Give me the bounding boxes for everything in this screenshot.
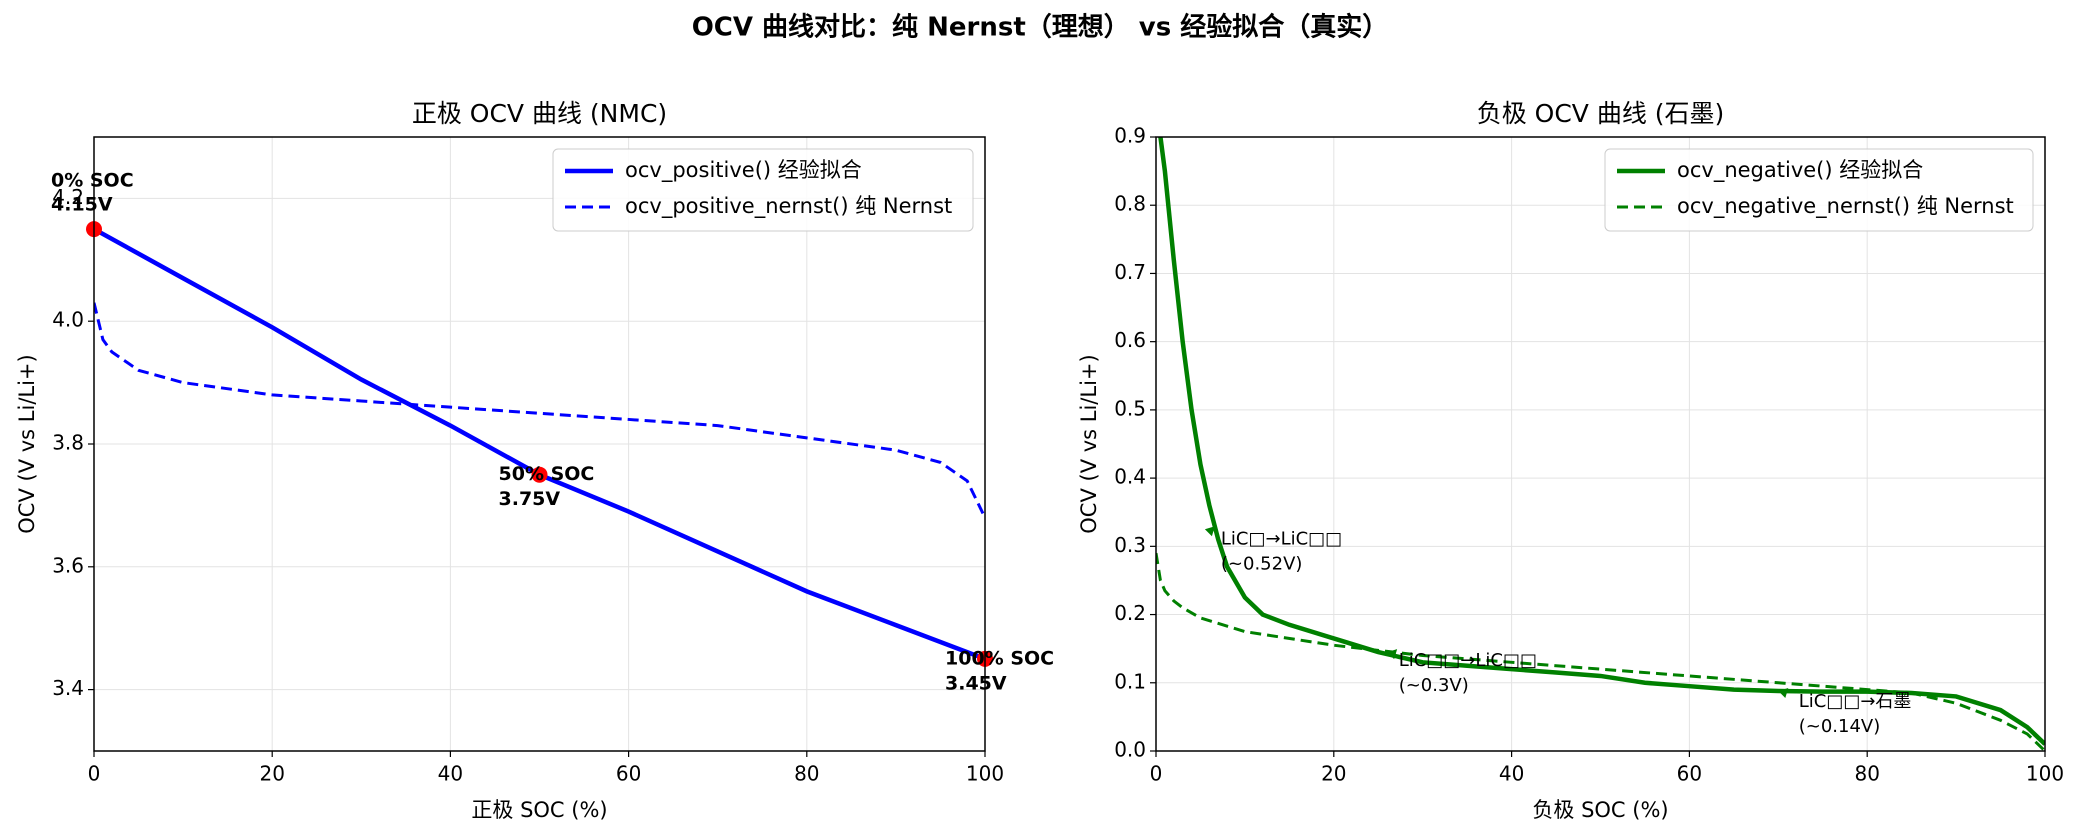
x-tick-label: 20 [1321, 762, 1346, 786]
y-tick-label: 0.6 [1114, 328, 1146, 352]
axes-title: 正极 OCV 曲线 (NMC) [412, 99, 667, 128]
y-tick-label: 0.0 [1114, 738, 1146, 762]
y-tick-label: 0.1 [1114, 669, 1146, 693]
annotation-arrow [1387, 649, 1398, 660]
figure-title: OCV 曲线对比：纯 Nernst（理想） vs 经验拟合（真实） [692, 12, 1389, 43]
legend-box [552, 148, 974, 232]
marker-label: 3.45V [945, 672, 1007, 694]
y-tick-label: 0.8 [1114, 192, 1146, 216]
x-tick-label: 100 [966, 762, 1004, 786]
axes-title: 负极 OCV 曲线 (石墨) [1477, 99, 1725, 128]
annotation-text: LiC□→LiC□□ [1221, 529, 1342, 550]
annotation-text: (~0.14V) [1799, 716, 1881, 737]
axes-frame [1155, 136, 2046, 752]
x-tick-label: 40 [438, 762, 463, 786]
annotation-text: LiC□□→LiC□□ [1399, 650, 1537, 671]
y-axis-label: OCV (V vs Li/Li+) [1077, 354, 1101, 533]
marker-label: 4.15V [51, 194, 113, 216]
annotation-text: (~0.3V) [1399, 675, 1469, 696]
annotation-arrow [1204, 526, 1215, 537]
x-tick-label: 0 [1150, 762, 1163, 786]
x-tick-label: 60 [616, 762, 641, 786]
x-tick-label: 20 [259, 762, 284, 786]
legend-label: ocv_positive() 经验拟合 [625, 158, 862, 183]
x-tick-label: 80 [794, 762, 819, 786]
y-tick-label: 0.9 [1114, 124, 1146, 148]
marker-label: 0% SOC [51, 170, 134, 192]
series-line [1156, 552, 2045, 751]
y-tick-label: 0.5 [1114, 396, 1146, 420]
annotation-text: (~0.52V) [1221, 554, 1303, 575]
x-tick-label: 60 [1677, 762, 1702, 786]
y-axis-label: OCV (V vs Li/Li+) [15, 354, 39, 533]
x-axis-label: 正极 SOC (%) [471, 798, 607, 822]
series-line [94, 302, 985, 519]
legend-box [1604, 148, 2034, 232]
marker-label: 100% SOC [945, 647, 1054, 669]
x-tick-label: 100 [2026, 762, 2064, 786]
legend-label: ocv_negative() 经验拟合 [1677, 158, 1923, 183]
y-tick-label: 4.0 [52, 308, 84, 332]
y-tick-label: 3.4 [52, 676, 84, 700]
x-axis-label: 负极 SOC (%) [1532, 798, 1668, 822]
marker-label: 3.75V [499, 488, 561, 510]
annotation-arrow [1778, 687, 1789, 698]
y-tick-label: 3.6 [52, 553, 84, 577]
legend-label: ocv_positive_nernst() 纯 Nernst [625, 194, 952, 219]
series-line [1158, 137, 2045, 746]
y-tick-label: 0.7 [1114, 260, 1146, 284]
annotation-text: LiC□□→石墨 [1799, 691, 1912, 712]
marker-label: 50% SOC [499, 463, 595, 485]
marker [531, 466, 548, 483]
x-tick-label: 80 [1854, 762, 1879, 786]
legend-label: ocv_negative_nernst() 纯 Nernst [1677, 194, 2014, 219]
y-tick-label: 0.3 [1114, 533, 1146, 557]
axes-frame [93, 136, 986, 752]
x-tick-label: 0 [88, 762, 101, 786]
y-tick-label: 3.8 [52, 431, 84, 455]
y-tick-label: 0.2 [1114, 601, 1146, 625]
y-tick-label: 4.2 [52, 185, 84, 209]
x-tick-label: 40 [1499, 762, 1524, 786]
y-tick-label: 0.4 [1114, 465, 1146, 489]
